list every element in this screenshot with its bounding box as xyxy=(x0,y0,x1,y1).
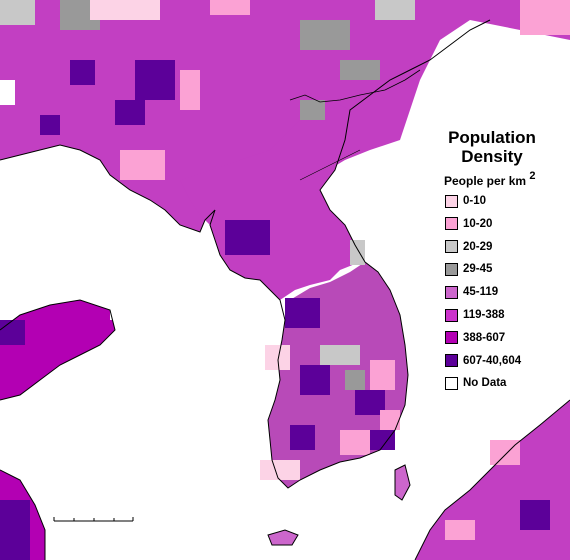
legend-item: 0-10 xyxy=(445,193,486,209)
legend-title-line2: Density xyxy=(461,147,523,166)
legend-item: 10-20 xyxy=(445,216,492,232)
legend-item: 29-45 xyxy=(445,261,492,277)
legend-item: No Data xyxy=(445,375,506,391)
legend-swatch xyxy=(445,285,458,299)
land-shandong xyxy=(0,300,115,400)
legend-label: 10-20 xyxy=(463,217,493,230)
legend-title-line1: Population xyxy=(448,128,536,147)
legend-swatch xyxy=(445,262,458,276)
legend-label: 0-10 xyxy=(463,195,487,207)
legend-swatch xyxy=(445,240,458,254)
legend-label: 20-29 xyxy=(463,240,493,253)
land-jeju xyxy=(268,530,298,545)
coastlines xyxy=(0,19,570,560)
legend-item: 607-40,604 xyxy=(445,353,521,369)
legend-swatch xyxy=(445,308,458,322)
legend-item: 388-607 xyxy=(445,330,505,346)
legend-label: 119-388 xyxy=(463,309,505,321)
legend-unit-superscript: 2 xyxy=(529,170,536,182)
legend-label: 29-45 xyxy=(463,263,493,276)
legend-unit-text: People per km xyxy=(444,174,527,188)
legend-swatch xyxy=(445,354,458,368)
legend-item: 119-388 xyxy=(445,307,505,323)
legend-unit: People per km 2 xyxy=(444,170,536,188)
legend-item: 45-119 xyxy=(445,284,498,300)
legend-item: 20-29 xyxy=(445,239,492,255)
scale-bar xyxy=(53,517,134,522)
legend-swatch xyxy=(445,376,458,390)
legend-label: No Data xyxy=(463,377,507,390)
legend-swatch xyxy=(445,217,458,231)
legend-swatch xyxy=(445,194,458,208)
legend-swatch xyxy=(445,331,458,345)
legend-label: 607-40,604 xyxy=(463,354,522,367)
legend-label: 388-607 xyxy=(463,331,506,344)
legend-label: 45-119 xyxy=(463,286,499,299)
